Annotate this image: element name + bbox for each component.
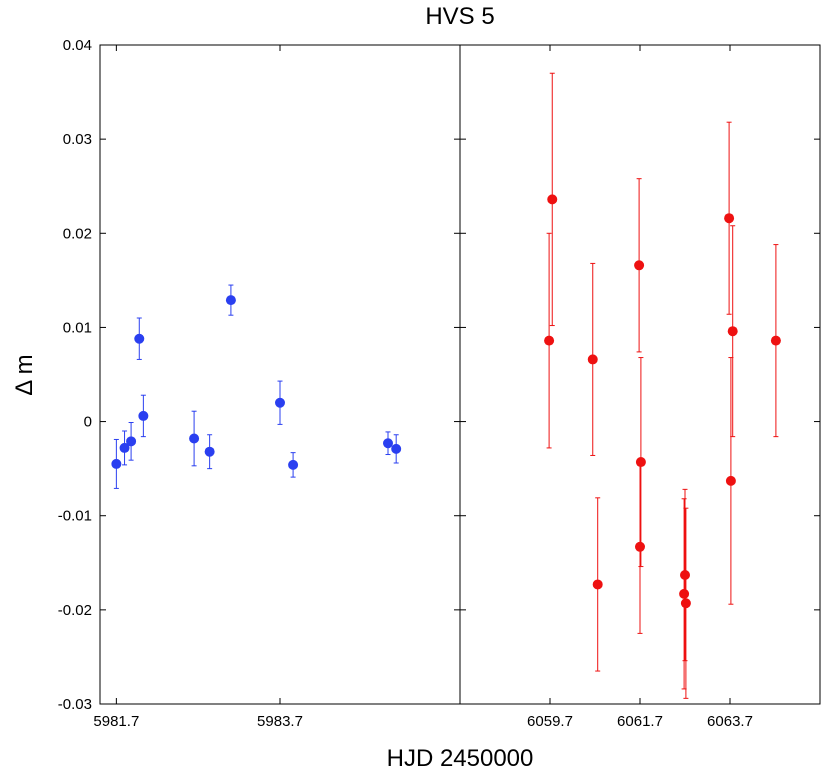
x-tick-label: 6061.7 — [617, 713, 663, 730]
data-point — [275, 380, 285, 425]
x-tick-label: 6063.7 — [707, 713, 753, 730]
data-point — [680, 488, 690, 662]
point-marker — [680, 598, 691, 609]
point-marker — [544, 335, 555, 346]
y-tick-label: 0 — [84, 414, 92, 431]
data-point — [134, 317, 145, 360]
point-marker — [126, 436, 137, 447]
point-marker — [391, 443, 402, 454]
data-point — [679, 498, 690, 690]
data-point — [204, 434, 215, 470]
y-tick-label: 0.02 — [63, 225, 92, 242]
point-marker — [383, 438, 393, 449]
point-marker — [592, 579, 603, 590]
x-tick-label: 5981.7 — [93, 713, 139, 730]
data-point — [680, 507, 691, 699]
data-point — [111, 438, 122, 489]
point-marker — [138, 410, 149, 421]
point-marker — [724, 213, 735, 224]
y-tick-label: -0.03 — [58, 696, 92, 713]
y-tick-label: 0.04 — [63, 37, 92, 54]
point-marker — [119, 442, 130, 453]
x-axis-label: HJD 2450000 — [387, 745, 534, 772]
point-marker — [189, 433, 200, 444]
data-point — [634, 178, 645, 353]
data-point — [724, 121, 735, 315]
data-point — [592, 497, 603, 672]
data-point — [189, 410, 200, 467]
data-point — [587, 262, 598, 456]
point-marker — [275, 397, 285, 408]
data-point — [383, 431, 393, 456]
point-marker — [111, 458, 122, 469]
y-axis-label: Δ m — [11, 354, 38, 395]
point-marker — [727, 326, 738, 337]
y-tick-label: -0.01 — [58, 508, 92, 525]
y-tick-label: 0.01 — [63, 319, 92, 336]
point-marker — [634, 260, 645, 271]
data-point — [635, 459, 645, 634]
point-marker — [225, 295, 236, 306]
data-point — [391, 434, 402, 464]
data-point — [288, 452, 299, 478]
data-point — [544, 232, 555, 449]
point-marker — [725, 475, 736, 486]
point-marker — [635, 541, 645, 552]
data-point — [770, 244, 781, 438]
point-marker — [547, 194, 558, 205]
data-point — [725, 357, 736, 605]
panel-frame-1 — [99, 44, 461, 705]
x-tick-label: 6059.7 — [527, 713, 573, 730]
point-marker — [587, 354, 598, 365]
data-point — [225, 284, 236, 316]
point-marker — [635, 457, 646, 468]
point-marker — [679, 588, 690, 599]
point-marker — [204, 446, 215, 457]
data-point — [635, 357, 646, 568]
point-marker — [770, 335, 781, 346]
chart-title: HVS 5 — [425, 3, 494, 30]
data-point — [138, 394, 149, 438]
y-tick-label: 0.03 — [63, 131, 92, 148]
data-point — [547, 72, 558, 327]
data-point — [126, 422, 137, 461]
point-marker — [134, 333, 145, 344]
x-tick-label: 5983.7 — [257, 713, 303, 730]
data-point — [119, 430, 130, 466]
y-tick-label: -0.02 — [58, 602, 92, 619]
point-marker — [288, 459, 299, 470]
data-point — [727, 225, 738, 438]
point-marker — [680, 570, 690, 581]
